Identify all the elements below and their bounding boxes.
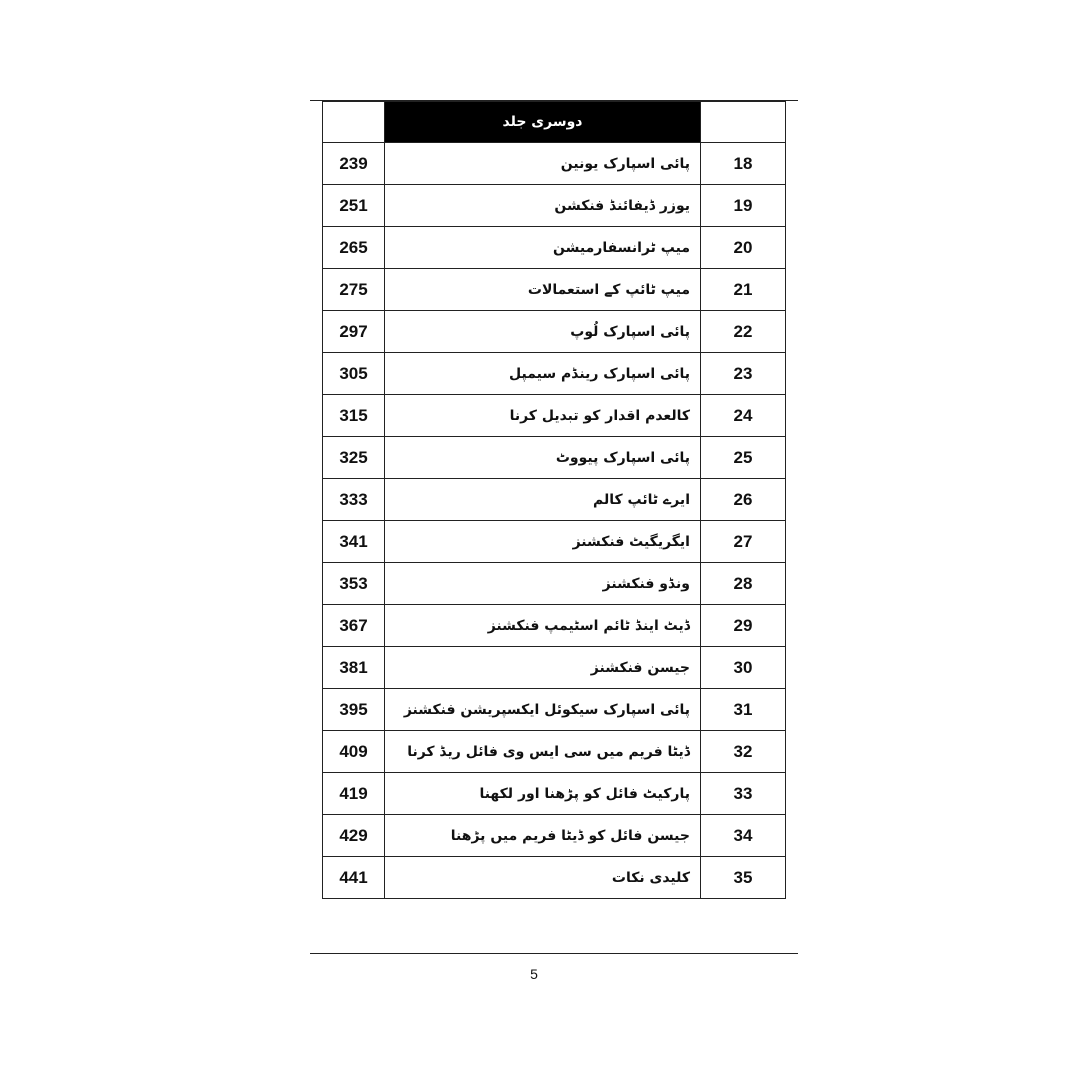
page-number-cell: 409 (322, 730, 385, 773)
page-number-cell: 419 (322, 772, 385, 815)
table-of-contents: دوسری جلد 239 پائی اسپارک یونین 18 251 یوزر … (322, 101, 786, 899)
page-number-cell: 275 (322, 268, 385, 311)
volume-title: دوسری جلد (384, 101, 701, 143)
table-row: 353 ونڈو فنکشنز 28 (322, 562, 786, 605)
page-number-cell: 367 (322, 604, 385, 647)
page-number-cell: 239 (322, 142, 385, 185)
header-row: دوسری جلد (322, 101, 786, 143)
chapter-title: ایگریگیٹ فنکشنز (384, 520, 701, 563)
table-row: 395 پائی اسپارک سیکوئل ایکسپریشن فنکشنز 31 (322, 688, 786, 731)
chapter-title: پائی اسپارک پیووٹ (384, 436, 701, 479)
table-row: 297 پائی اسپارک لُوپ 22 (322, 310, 786, 353)
chapter-title: ونڈو فنکشنز (384, 562, 701, 605)
chapter-title: میپ ٹائپ کے استعمالات (384, 268, 701, 311)
page-number-cell: 297 (322, 310, 385, 353)
chapter-title: یوزر ڈیفائنڈ فنکشن (384, 184, 701, 227)
table-row: 333 ایرے ٹائپ کالم 26 (322, 478, 786, 521)
top-rule (310, 100, 798, 101)
table-row: 381 جیسن فنکشنز 30 (322, 646, 786, 689)
page-number-cell: 315 (322, 394, 385, 437)
chapter-number: 32 (700, 730, 786, 773)
chapter-title: کلیدی نکات (384, 856, 701, 899)
table-row: 325 پائی اسپارک پیووٹ 25 (322, 436, 786, 479)
chapter-number: 23 (700, 352, 786, 395)
chapter-number: 20 (700, 226, 786, 269)
page-number-cell: 251 (322, 184, 385, 227)
table-row: 251 یوزر ڈیفائنڈ فنکشن 19 (322, 184, 786, 227)
chapter-title: جیسن فائل کو ڈیٹا فریم میں پڑھنا (384, 814, 701, 857)
page-number-cell: 333 (322, 478, 385, 521)
chapter-title: پارکیٹ فائل کو پڑھنا اور لکھنا (384, 772, 701, 815)
chapter-title: پائی اسپارک یونین (384, 142, 701, 185)
bottom-rule (310, 953, 798, 954)
page-number-cell: 381 (322, 646, 385, 689)
table-row: 409 ڈیٹا فریم میں سی ایس وی فائل ریڈ کرنا… (322, 730, 786, 773)
table-row: 367 ڈیٹ اینڈ ٹائم اسٹیمپ فنکشنز 29 (322, 604, 786, 647)
chapter-number: 34 (700, 814, 786, 857)
table-row: 265 میپ ٹرانسفارمیشن 20 (322, 226, 786, 269)
page-number: 5 (530, 966, 538, 982)
table-row: 341 ایگریگیٹ فنکشنز 27 (322, 520, 786, 563)
table-row: 239 پائی اسپارک یونین 18 (322, 142, 786, 185)
chapter-number: 35 (700, 856, 786, 899)
table-row: 305 پائی اسپارک رینڈم سیمپل 23 (322, 352, 786, 395)
table-row: 315 کالعدم اقدار کو تبدیل کرنا 24 (322, 394, 786, 437)
header-page-cell (322, 101, 385, 143)
chapter-number: 30 (700, 646, 786, 689)
chapter-title: ڈیٹ اینڈ ٹائم اسٹیمپ فنکشنز (384, 604, 701, 647)
chapter-title: میپ ٹرانسفارمیشن (384, 226, 701, 269)
chapter-number: 26 (700, 478, 786, 521)
chapter-title: جیسن فنکشنز (384, 646, 701, 689)
page-number-cell: 305 (322, 352, 385, 395)
chapter-number: 25 (700, 436, 786, 479)
chapter-number: 22 (700, 310, 786, 353)
chapter-number: 31 (700, 688, 786, 731)
chapter-number: 24 (700, 394, 786, 437)
page-number-cell: 353 (322, 562, 385, 605)
chapter-title: ڈیٹا فریم میں سی ایس وی فائل ریڈ کرنا (384, 730, 701, 773)
page-number-cell: 265 (322, 226, 385, 269)
header-num-cell (700, 101, 786, 143)
chapter-title: پائی اسپارک سیکوئل ایکسپریشن فنکشنز (384, 688, 701, 731)
page-number-cell: 429 (322, 814, 385, 857)
chapter-number: 18 (700, 142, 786, 185)
chapter-number: 33 (700, 772, 786, 815)
table-row: 275 میپ ٹائپ کے استعمالات 21 (322, 268, 786, 311)
chapter-number: 27 (700, 520, 786, 563)
chapter-number: 29 (700, 604, 786, 647)
table-row: 429 جیسن فائل کو ڈیٹا فریم میں پڑھنا 34 (322, 814, 786, 857)
table-row: 441 کلیدی نکات 35 (322, 856, 786, 899)
table-row: 419 پارکیٹ فائل کو پڑھنا اور لکھنا 33 (322, 772, 786, 815)
chapter-number: 28 (700, 562, 786, 605)
chapter-title: کالعدم اقدار کو تبدیل کرنا (384, 394, 701, 437)
chapter-title: پائی اسپارک رینڈم سیمپل (384, 352, 701, 395)
page-number-cell: 325 (322, 436, 385, 479)
chapter-title: پائی اسپارک لُوپ (384, 310, 701, 353)
chapter-number: 21 (700, 268, 786, 311)
chapter-title: ایرے ٹائپ کالم (384, 478, 701, 521)
page-number-cell: 341 (322, 520, 385, 563)
page-number-cell: 395 (322, 688, 385, 731)
page-number-cell: 441 (322, 856, 385, 899)
chapter-number: 19 (700, 184, 786, 227)
